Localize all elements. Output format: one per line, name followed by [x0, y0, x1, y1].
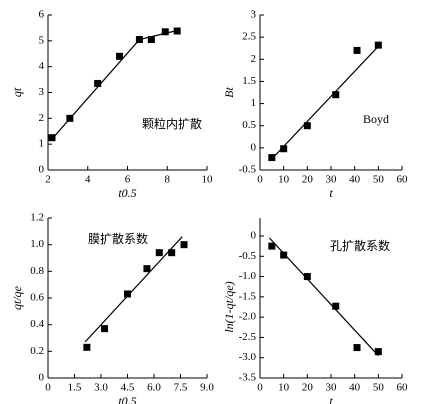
y-tick-label: -3.0 — [239, 351, 257, 363]
y-tick-label: 6 — [39, 9, 45, 21]
x-tick-label: 20 — [302, 382, 314, 394]
x-axis-label: t — [329, 394, 333, 404]
x-tick-label: 30 — [326, 174, 338, 186]
data-point — [374, 348, 382, 356]
data-point — [374, 41, 382, 49]
y-tick-label: 0.2 — [30, 345, 44, 357]
x-tick-label: 30 — [326, 382, 338, 394]
x-tick-label: 60 — [397, 174, 409, 186]
y-tick-label: 3 — [251, 9, 257, 21]
x-tick-label: 2 — [45, 174, 51, 186]
data-point — [155, 249, 163, 257]
data-point — [280, 145, 288, 153]
x-tick-label: 0 — [257, 382, 263, 394]
data-point — [332, 302, 340, 310]
data-point — [161, 28, 169, 36]
fit-line — [84, 236, 183, 343]
y-tick-label: 0 — [251, 230, 257, 242]
x-tick-label: 8 — [165, 174, 171, 186]
x-tick-label: 20 — [302, 174, 314, 186]
data-point — [48, 134, 56, 142]
data-point — [353, 344, 361, 352]
x-axis-label: t0.5 — [118, 186, 136, 200]
y-tick-label: -2.0 — [239, 311, 257, 323]
data-point — [173, 27, 181, 35]
data-point — [303, 122, 311, 130]
y-axis-label: ln(1-qt/qe) — [222, 281, 236, 332]
y-tick-label: -2.5 — [239, 331, 257, 343]
y-tick-label: 0 — [39, 164, 45, 176]
data-point — [268, 242, 276, 250]
x-tick-label: 6.0 — [147, 382, 161, 394]
annotation: 颗粒内扩散 — [142, 116, 202, 131]
data-point — [135, 36, 143, 44]
annotation: 孔扩散系数 — [330, 238, 390, 253]
x-tick-label: 50 — [373, 382, 385, 394]
x-tick-label: 3.0 — [94, 382, 108, 394]
y-tick-label: 0 — [251, 141, 257, 153]
data-point — [168, 249, 176, 257]
annotation: 膜扩散系数 — [88, 231, 148, 246]
x-tick-label: 40 — [349, 382, 361, 394]
y-tick-label: 0.4 — [30, 318, 44, 330]
y-tick-label: -1.5 — [239, 290, 257, 302]
y-tick-label: 1 — [251, 97, 257, 109]
data-point — [353, 46, 361, 54]
x-tick-label: 4.5 — [121, 382, 135, 394]
data-point — [180, 241, 188, 249]
y-tick-label: 1.0 — [30, 238, 44, 250]
x-tick-label: 4 — [85, 174, 91, 186]
x-tick-label: 9.0 — [200, 382, 214, 394]
y-tick-label: 0.8 — [30, 265, 44, 277]
x-tick-label: 6 — [125, 174, 131, 186]
y-tick-label: 3 — [39, 86, 45, 98]
y-axis-label: qt/qe — [10, 285, 24, 310]
y-tick-label: 0.6 — [30, 292, 44, 304]
y-tick-label: 1.2 — [30, 212, 44, 224]
data-point — [116, 52, 124, 60]
y-tick-label: 4 — [39, 60, 45, 72]
data-point — [280, 251, 288, 259]
data-point — [83, 343, 91, 351]
x-tick-label: 10 — [202, 174, 214, 186]
y-tick-label: -3.5 — [239, 372, 257, 384]
x-axis-label: t0.5 — [118, 394, 136, 404]
data-point — [101, 325, 109, 333]
y-tick-label: 2 — [251, 53, 257, 65]
x-tick-label: 10 — [278, 174, 290, 186]
x-tick-label: 0 — [45, 382, 51, 394]
y-tick-label: -1.0 — [239, 270, 257, 282]
y-tick-label: 2.5 — [242, 31, 256, 43]
data-point — [332, 91, 340, 99]
y-tick-label: 2 — [39, 112, 45, 124]
data-point — [94, 79, 102, 87]
fit-line — [271, 43, 382, 160]
annotation: Boyd — [363, 112, 389, 126]
y-tick-label: 0.5 — [242, 119, 256, 131]
x-tick-label: 40 — [349, 174, 361, 186]
y-tick-label: 0 — [39, 372, 45, 384]
data-point — [66, 114, 74, 122]
y-tick-label: 5 — [39, 34, 45, 46]
x-tick-label: 7.5 — [174, 382, 188, 394]
x-tick-label: 50 — [373, 174, 385, 186]
x-tick-label: 10 — [278, 382, 290, 394]
data-point — [268, 154, 276, 162]
fit-line — [269, 237, 379, 357]
data-point — [124, 290, 131, 298]
x-tick-label: 1.5 — [68, 382, 82, 394]
data-point — [143, 265, 151, 273]
y-axis-label: Bt — [222, 87, 236, 98]
y-tick-label: 1 — [39, 138, 45, 150]
y-tick-label: 1.5 — [242, 75, 256, 87]
data-point — [303, 273, 311, 281]
y-tick-label: -0.5 — [239, 164, 257, 176]
x-tick-label: 0 — [257, 174, 263, 186]
x-tick-label: 60 — [397, 382, 409, 394]
y-axis-label: qt — [10, 87, 24, 97]
y-tick-label: -0.5 — [239, 250, 257, 262]
x-axis-label: t — [329, 186, 333, 200]
data-point — [147, 36, 155, 44]
